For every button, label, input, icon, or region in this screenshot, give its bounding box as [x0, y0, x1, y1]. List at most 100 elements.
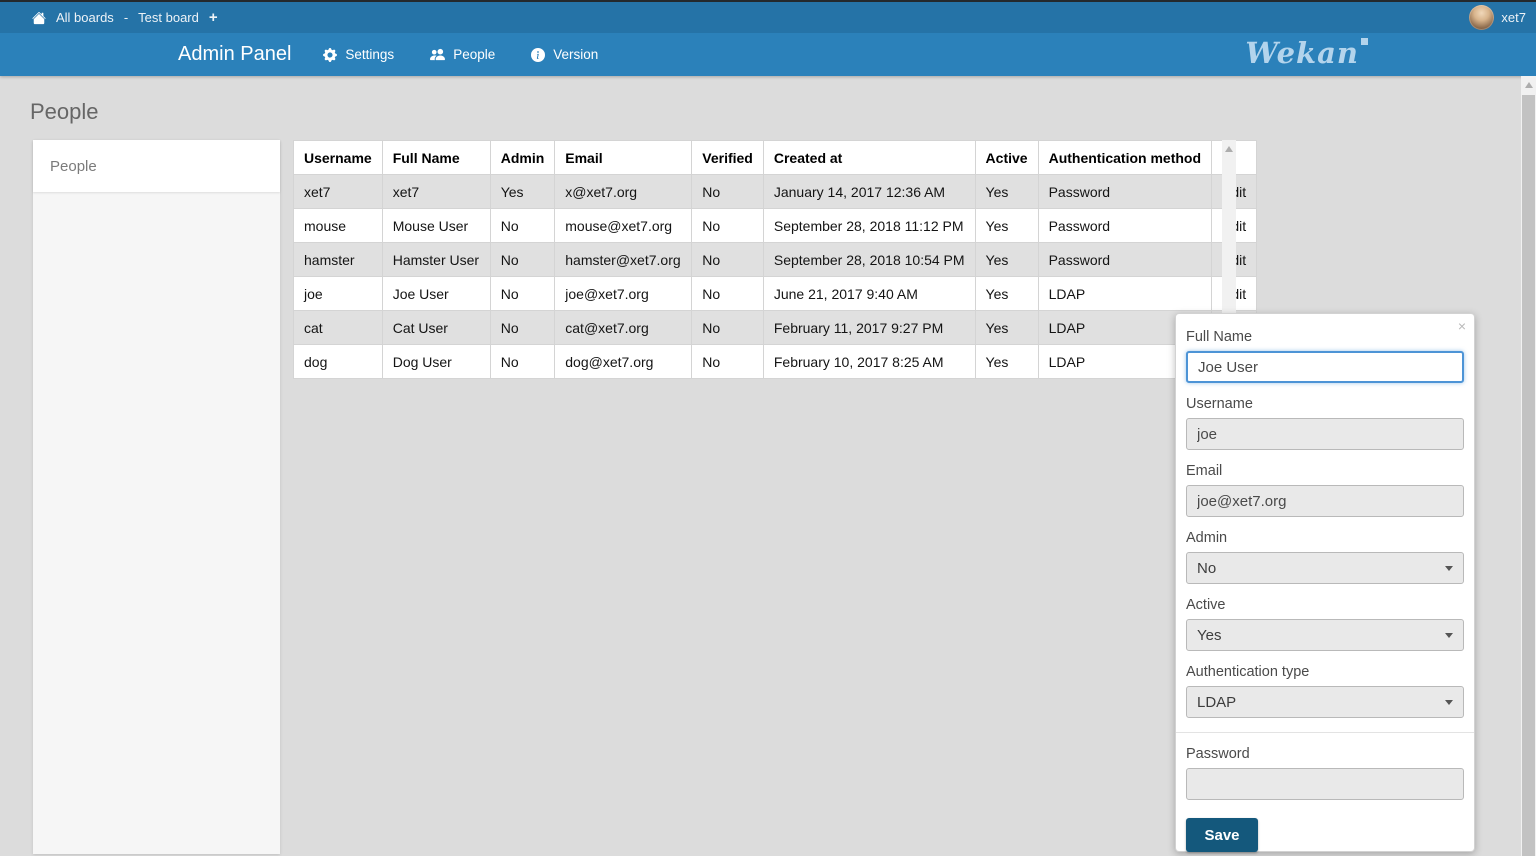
cell-active: Yes [974, 344, 1039, 379]
cell-created_at: February 10, 2017 8:25 AM [762, 344, 976, 379]
breadcrumb: All boards - Test board + [0, 10, 218, 25]
column-header: Full Name [381, 140, 491, 175]
people-table-body: xet7 xet7 Yes x@xet7.org No January 14, 2017 … [293, 174, 1258, 379]
username-field [1186, 418, 1464, 450]
password-field[interactable] [1186, 768, 1464, 800]
cell-full_name: Dog User [381, 344, 491, 379]
cell-username: joe [293, 276, 383, 311]
active-label: Active [1186, 597, 1226, 613]
edit-user-panel: × Full Name Username Email Admin No Acti… [1175, 313, 1475, 852]
menu-label-version: Version [553, 47, 599, 62]
column-header: Verified [691, 140, 764, 175]
full-name-label: Full Name [1186, 329, 1253, 345]
column-header: Username [293, 140, 383, 175]
chevron-down-icon [1445, 699, 1453, 705]
cell-email: hamster@xet7.org [554, 242, 693, 277]
gear-icon [323, 47, 338, 62]
boards-topbar: All boards - Test board + xet7 [0, 2, 1536, 33]
panel-divider [1176, 732, 1474, 733]
cell-full_name: Mouse User [381, 208, 491, 243]
cell-verified: No [691, 242, 764, 277]
all-boards-link[interactable]: All boards [56, 10, 114, 25]
column-header: Created at [762, 140, 976, 175]
cell-username: hamster [293, 242, 383, 277]
page-scrollbar[interactable] [1521, 76, 1536, 856]
username-label: xet7 [1501, 10, 1526, 25]
avatar[interactable] [1469, 5, 1495, 30]
admin-label: Admin [1186, 530, 1228, 546]
page-scroll-up-icon[interactable] [1524, 82, 1533, 88]
admin-menu: Settings People Version [323, 47, 598, 62]
column-header: Active [974, 140, 1039, 175]
wekan-logo: Wekan [1245, 36, 1368, 70]
page-scrollbar-thumb[interactable] [1522, 95, 1535, 856]
cell-auth_method: LDAP [1037, 276, 1213, 311]
cell-full_name: Cat User [381, 310, 491, 345]
cell-created_at: January 14, 2017 12:36 AM [762, 174, 976, 209]
sidebar: People [33, 140, 280, 854]
cell-admin: No [489, 276, 556, 311]
cell-verified: No [691, 276, 764, 311]
cell-verified: No [691, 344, 764, 379]
cell-created_at: June 21, 2017 9:40 AM [762, 276, 976, 311]
table-row: cat Cat User No cat@xet7.org No February 11, … [293, 310, 1258, 345]
home-icon[interactable] [32, 11, 46, 25]
table-row: joe Joe User No joe@xet7.org No June 21, 2017… [293, 276, 1258, 311]
menu-item-version[interactable]: Version [531, 47, 598, 62]
active-select[interactable]: Yes [1186, 619, 1464, 651]
cell-created_at: February 11, 2017 9:27 PM [762, 310, 976, 345]
cell-admin: No [489, 242, 556, 277]
auth-type-select[interactable]: LDAP [1186, 686, 1464, 718]
password-label: Password [1186, 746, 1250, 762]
column-header: Admin [489, 140, 556, 175]
auth-type-select-value: LDAP [1197, 693, 1237, 711]
close-icon[interactable]: × [1457, 318, 1466, 334]
cell-email: mouse@xet7.org [554, 208, 693, 243]
cell-admin: No [489, 344, 556, 379]
full-name-field[interactable] [1186, 351, 1464, 383]
column-header: Authentication method [1037, 140, 1213, 175]
cell-auth_method: Password [1037, 174, 1213, 209]
cell-full_name: xet7 [381, 174, 491, 209]
username-label: Username [1186, 396, 1253, 412]
table-row: dog Dog User No dog@xet7.org No February 10, … [293, 344, 1258, 379]
cell-email: joe@xet7.org [554, 276, 693, 311]
cell-verified: No [691, 208, 764, 243]
cell-created_at: September 28, 2018 11:12 PM [762, 208, 976, 243]
cell-username: dog [293, 344, 383, 379]
auth-type-label: Authentication type [1186, 664, 1310, 680]
column-header: Email [554, 140, 693, 175]
add-board-button[interactable]: + [208, 9, 218, 26]
save-button[interactable]: Save [1186, 818, 1258, 852]
cell-active: Yes [974, 310, 1039, 345]
user-menu[interactable]: xet7 [1469, 2, 1526, 33]
admin-header: Admin Panel Settings People Version [0, 33, 1536, 76]
menu-label-people: People [453, 47, 496, 62]
table-header-row: Username Full Name Admin Email Verified Creat… [293, 140, 1258, 175]
chevron-down-icon [1445, 565, 1453, 571]
active-select-value: Yes [1197, 626, 1222, 644]
info-icon [531, 47, 546, 62]
cell-username: mouse [293, 208, 383, 243]
menu-item-people[interactable]: People [430, 47, 495, 62]
current-board-link[interactable]: Test board [138, 10, 199, 25]
table-row: hamster Hamster User No hamster@xet7.org No S… [293, 242, 1258, 277]
cell-email: cat@xet7.org [554, 310, 693, 345]
cell-active: Yes [974, 174, 1039, 209]
email-field [1186, 485, 1464, 517]
email-label: Email [1186, 463, 1223, 479]
cell-admin: No [489, 310, 556, 345]
cell-auth_method: Password [1037, 242, 1213, 277]
cell-username: cat [293, 310, 383, 345]
scroll-up-icon[interactable] [1225, 146, 1233, 152]
sidebar-item-people[interactable]: People [33, 140, 280, 192]
admin-select[interactable]: No [1186, 552, 1464, 584]
page-title: People [30, 99, 99, 124]
cell-email: dog@xet7.org [554, 344, 693, 379]
cell-created_at: September 28, 2018 10:54 PM [762, 242, 976, 277]
admin-select-value: No [1197, 559, 1217, 577]
menu-item-settings[interactable]: Settings [323, 47, 394, 62]
cell-full_name: Hamster User [381, 242, 491, 277]
table-row: xet7 xet7 Yes x@xet7.org No January 14, 2017 … [293, 174, 1258, 209]
